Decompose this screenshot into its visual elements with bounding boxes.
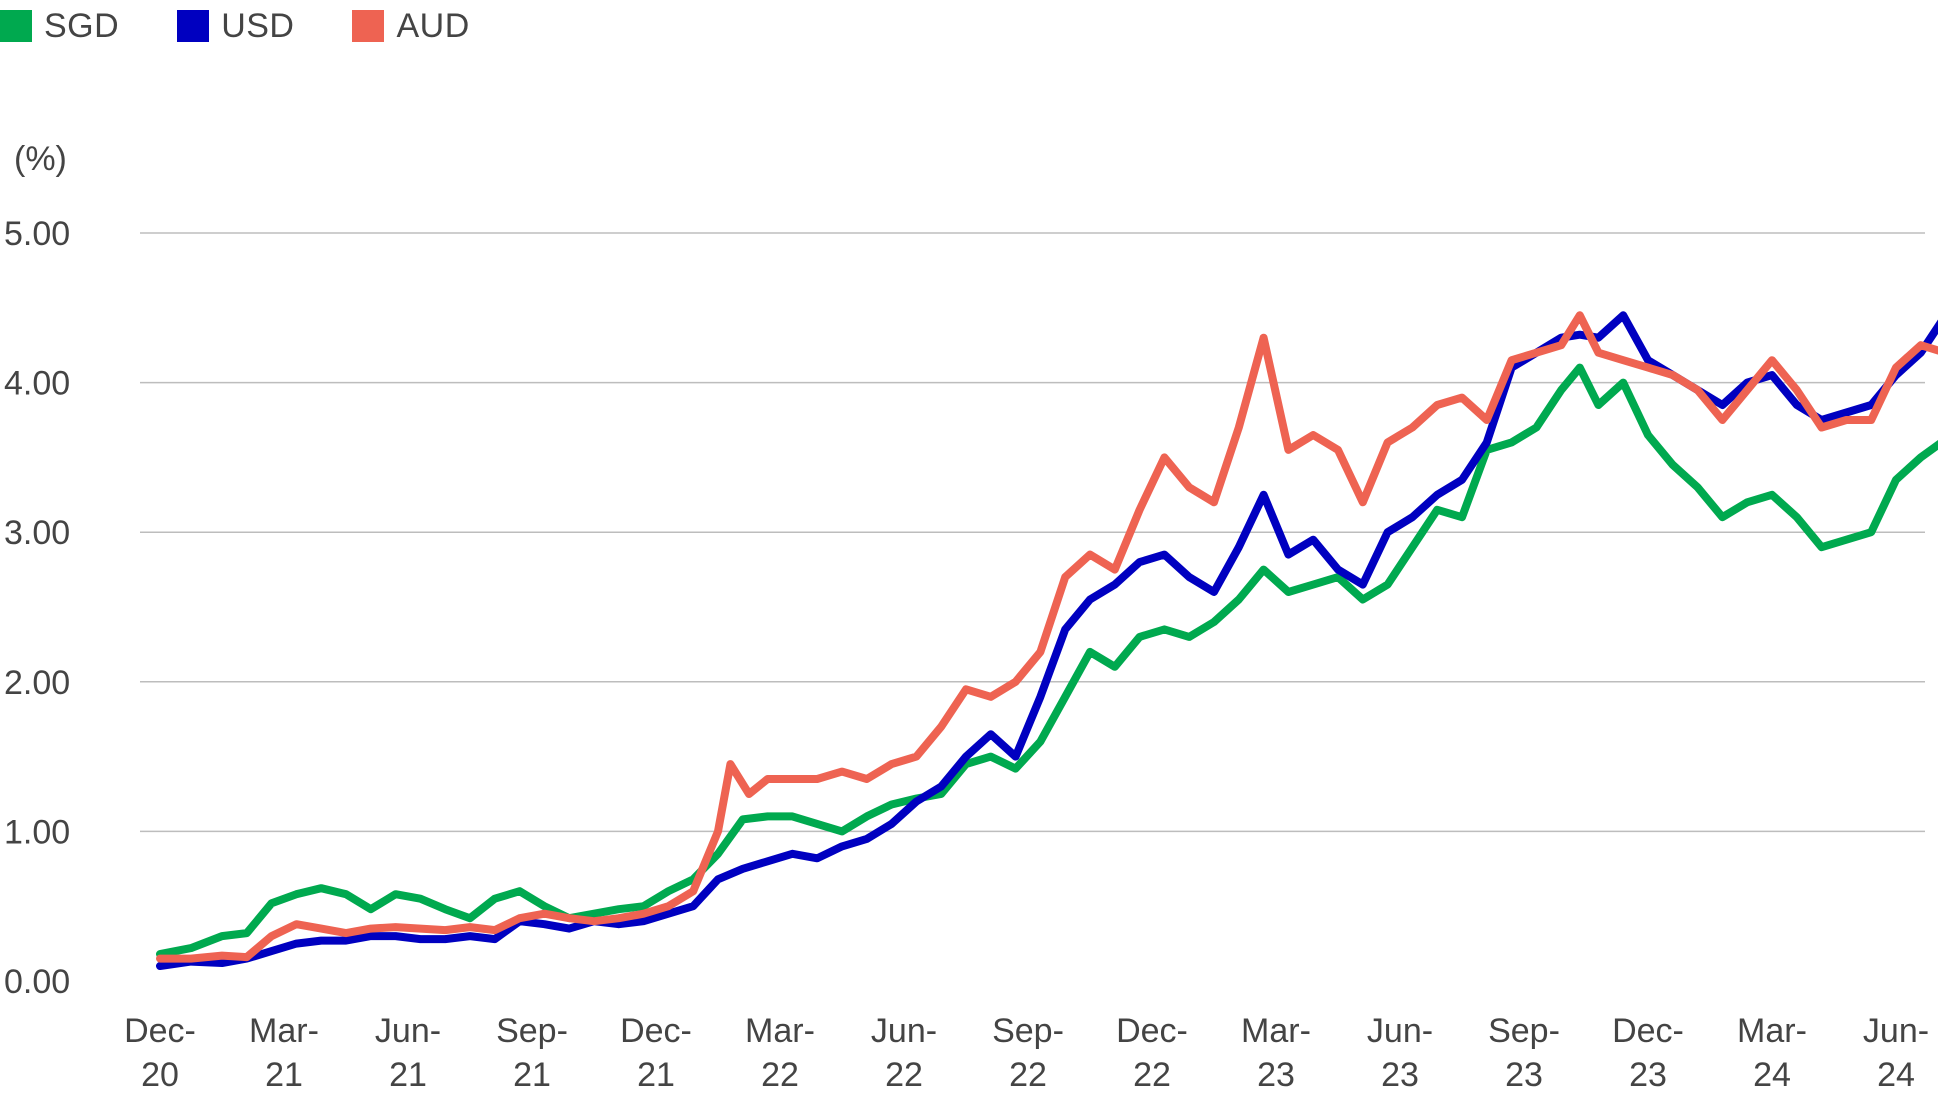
x-tick-label-month: Dec-: [1612, 1012, 1684, 1050]
legend-label-sgd: SGD: [44, 6, 120, 45]
x-tick-label-month: Mar-: [1241, 1012, 1311, 1050]
legend-label-aud: AUD: [396, 6, 470, 45]
x-tick-label-year: 21: [265, 1056, 303, 1094]
x-tick-label-year: 21: [513, 1056, 551, 1094]
x-tick-label-month: Mar-: [1737, 1012, 1807, 1050]
legend-swatch-aud: [352, 10, 385, 42]
legend-swatch-usd: [177, 10, 210, 42]
x-axis-ticks: Dec- 20 Mar- 21 Jun- 21 Sep- 21 Dec- 21 Mar- 22 Jun-…: [124, 1012, 1929, 1094]
x-tick-label-month: Mar-: [249, 1012, 319, 1050]
x-tick-label-month: Jun-: [871, 1012, 937, 1050]
x-tick-label-year: 23: [1505, 1056, 1543, 1094]
x-tick-label-year: 20: [141, 1056, 179, 1094]
grid-lines: [140, 232, 1925, 833]
y-tick-label: 0.00: [4, 963, 70, 1001]
x-tick-label-year: 23: [1257, 1056, 1295, 1094]
x-tick-label-year: 22: [761, 1056, 799, 1094]
x-tick-label-year: 22: [885, 1056, 923, 1094]
legend-swatch-sgd: [0, 10, 32, 42]
x-tick-label-year: 24: [1753, 1056, 1791, 1094]
x-tick-label-year: 22: [1133, 1056, 1171, 1094]
y-axis-ticks: 0.00 1.00 2.00 3.00 4.00 5.00: [4, 215, 70, 1001]
x-tick-label-month: Jun-: [1367, 1012, 1433, 1050]
x-tick-label-month: Mar-: [745, 1012, 815, 1050]
y-tick-label: 2.00: [4, 664, 70, 702]
x-tick-label-year: 21: [389, 1056, 427, 1094]
legend-label-usd: USD: [221, 6, 295, 45]
x-tick-label-month: Dec-: [124, 1012, 196, 1050]
y-tick-label: 5.00: [4, 215, 70, 253]
x-tick-label-year: 23: [1381, 1056, 1419, 1094]
series-line-sgd: [156, 363, 1938, 959]
legend: SGD USD AUD: [0, 6, 528, 46]
x-tick-label-year: 22: [1009, 1056, 1047, 1094]
x-tick-label-year: 23: [1629, 1056, 1667, 1094]
y-tick-label: 4.00: [4, 365, 70, 403]
x-tick-label-month: Dec-: [620, 1012, 692, 1050]
x-tick-label-month: Jun-: [1863, 1012, 1929, 1050]
x-tick-label-month: Sep-: [1488, 1012, 1560, 1050]
y-tick-label: 3.00: [4, 514, 70, 552]
series-lines: [156, 311, 1938, 970]
x-tick-label-year: 21: [637, 1056, 675, 1094]
y-tick-label: 1.00: [4, 813, 70, 851]
x-tick-label-month: Sep-: [496, 1012, 568, 1050]
legend-item-aud: AUD: [352, 7, 469, 46]
x-tick-label-month: Jun-: [375, 1012, 441, 1050]
legend-item-sgd: SGD: [0, 7, 119, 46]
y-axis-unit-label: (%): [14, 140, 67, 178]
x-tick-label-month: Dec-: [1116, 1012, 1188, 1050]
legend-item-usd: USD: [177, 7, 294, 46]
x-tick-label-month: Sep-: [992, 1012, 1064, 1050]
x-tick-label-year: 24: [1877, 1056, 1915, 1094]
series-line-aud: [156, 311, 1938, 963]
